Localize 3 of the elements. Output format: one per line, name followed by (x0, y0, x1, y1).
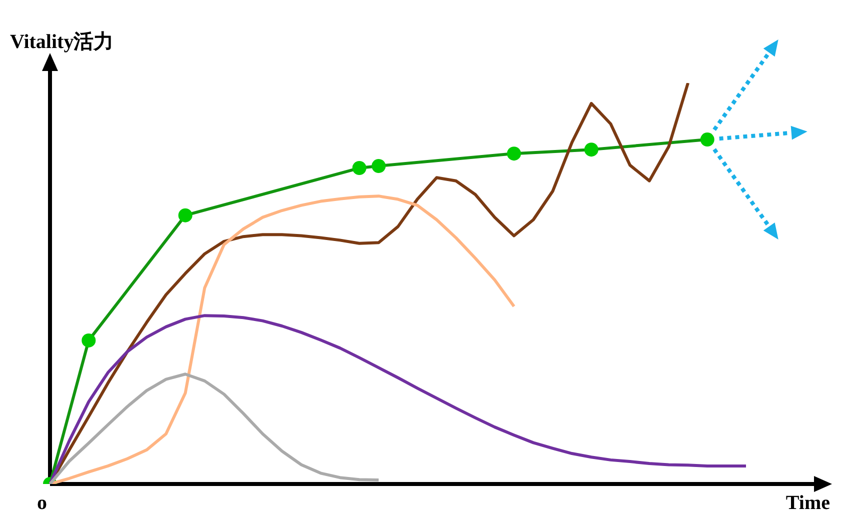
text: o (37, 492, 47, 514)
y-axis-title: Vitality活力 (10, 31, 114, 54)
x-axis-title: Time (786, 492, 830, 514)
